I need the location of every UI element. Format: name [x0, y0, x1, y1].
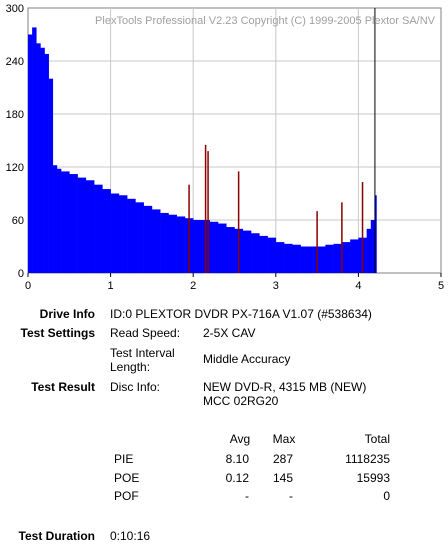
y-tick-label: 0	[18, 268, 24, 280]
pie-bar	[292, 244, 301, 273]
pie-bar	[118, 195, 128, 273]
pie-bar	[325, 244, 334, 273]
pie-bar	[94, 184, 103, 273]
pie-bar	[168, 214, 177, 273]
read-speed-label: Read Speed:	[110, 326, 181, 340]
pie-bar	[341, 242, 351, 273]
pie-bar	[300, 246, 310, 273]
pof-total: 0	[383, 489, 390, 503]
disc-info-value-2: MCC 02RG20	[203, 394, 279, 408]
x-tick-label: 1	[108, 280, 114, 292]
pie-bar	[160, 212, 169, 273]
pie-bar	[151, 209, 161, 273]
pie-bar	[32, 27, 37, 273]
pie-bar	[242, 230, 252, 273]
pie-bar	[209, 221, 219, 273]
x-tick-label: 4	[355, 280, 361, 292]
read-speed-value: 2-5X CAV	[203, 326, 256, 340]
x-tick-label: 5	[438, 280, 444, 292]
pof-max: -	[289, 489, 293, 503]
drive-info-value: ID:0 PLEXTOR DVDR PX-716A V1.07 (#538634…	[110, 307, 372, 321]
pie-bar	[366, 228, 372, 273]
pie-bar	[267, 237, 277, 273]
pie-bar	[85, 180, 95, 273]
pie-bar	[36, 43, 41, 274]
y-tick-label: 60	[12, 215, 24, 227]
pie-row-name: PIE	[114, 452, 134, 466]
pie-bar	[193, 220, 202, 273]
x-tick-label: 0	[25, 280, 31, 292]
pie-bar	[56, 168, 62, 273]
pie-bar	[127, 198, 136, 273]
pie-max: 287	[272, 452, 293, 466]
test-result-label: Test Result	[31, 380, 95, 394]
pie-bar	[40, 47, 45, 273]
pie-avg: 8.10	[225, 452, 249, 466]
test-settings-label: Test Settings	[20, 326, 95, 340]
pie-bar	[110, 193, 120, 273]
pof-avg: -	[245, 489, 249, 503]
interval-label-line1: Test Interval	[110, 346, 175, 360]
test-duration-value: 0:10:16	[110, 529, 151, 543]
pie-bar	[61, 171, 70, 273]
y-tick-label: 240	[6, 56, 24, 68]
poe-avg: 0.12	[225, 471, 249, 485]
pie-bar	[28, 34, 33, 273]
pie-bar	[69, 174, 78, 273]
poe-max: 145	[272, 471, 293, 485]
disc-info-value-1: NEW DVD-R, 4315 MB (NEW)	[203, 380, 367, 394]
interval-label-line2: Length:	[110, 360, 151, 374]
pie-bar	[284, 243, 293, 273]
pie-bar	[275, 242, 285, 273]
pie-total: 1118235	[345, 452, 390, 466]
y-tick-label: 180	[6, 109, 24, 121]
poe-total: 15993	[356, 471, 390, 485]
pie-bar	[259, 235, 268, 273]
pie-bar	[217, 223, 227, 273]
disc-info-label: Disc Info:	[110, 380, 161, 394]
pie-bar	[143, 205, 153, 273]
pie-bar	[308, 246, 318, 273]
poe-series	[188, 144, 364, 273]
x-tick-label: 2	[190, 280, 196, 292]
pof-row-name: POF	[114, 489, 139, 503]
y-tick-label: 120	[6, 162, 24, 174]
axis-ticks: 0 60 120 180 240 300 0 1 2 3 4 5	[6, 3, 444, 292]
pie-bar	[176, 216, 186, 273]
pie-bar	[350, 239, 359, 273]
pie-bar	[374, 195, 377, 273]
max-header: Max	[272, 432, 296, 446]
y-tick-label: 300	[6, 3, 24, 15]
avg-header: Avg	[229, 432, 251, 446]
pie-bar	[370, 220, 376, 273]
pie-bar	[317, 246, 326, 273]
pie-bar	[226, 227, 235, 273]
pie-bar	[135, 202, 144, 273]
poe-row-name: POE	[114, 471, 140, 485]
test-duration-label: Test Duration	[18, 529, 95, 543]
interval-value: Middle Accuracy	[203, 352, 291, 366]
pie-bar	[102, 189, 111, 273]
pie-bar	[77, 177, 87, 273]
pie-bar	[48, 78, 54, 274]
total-header: Total	[364, 432, 390, 446]
pie-bar	[251, 233, 260, 273]
pie-bar	[44, 53, 49, 273]
error-rate-chart: 0 60 120 180 240 300 0 1 2 3 4 5 PlexTools Professi…	[6, 3, 444, 292]
pie-bar	[52, 165, 58, 273]
x-tick-label: 3	[273, 280, 279, 292]
chart-title: PlexTools Professional V2.23 Copyright (…	[95, 15, 436, 27]
pie-series	[28, 27, 377, 274]
pie-bar	[333, 243, 343, 273]
drive-info-label: Drive Info	[39, 307, 95, 321]
